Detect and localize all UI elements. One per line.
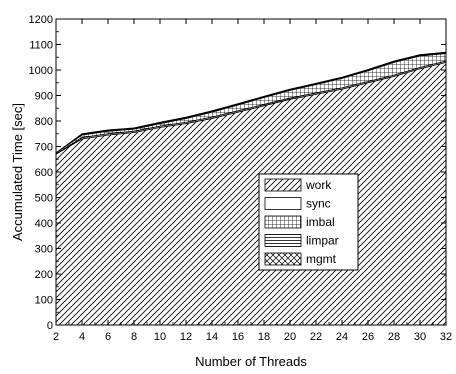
legend-label-work: work: [305, 178, 332, 192]
x-tick-label: 20: [284, 331, 296, 343]
legend-swatch-imbal: [264, 215, 302, 229]
y-tick-label: 1100: [29, 40, 53, 52]
x-tick-label: 32: [440, 331, 452, 343]
legend-label-mgmt: mgmt: [306, 252, 337, 266]
y-tick-label: 300: [35, 244, 53, 256]
area-layers: [56, 51, 446, 325]
x-tick-label: 22: [310, 331, 322, 343]
x-tick-label: 16: [232, 331, 244, 343]
y-tick-label: 700: [35, 142, 53, 154]
legend-swatch-work: [264, 178, 302, 192]
y-axis-title: Accumulated Time [sec]: [10, 103, 25, 241]
y-tick-label: 1200: [29, 14, 53, 26]
legend-swatch-sync: [264, 197, 302, 210]
legend-label-limpar: limpar: [306, 234, 339, 248]
x-tick-label: 14: [206, 331, 218, 343]
legend-label-sync: sync: [306, 197, 331, 211]
x-axis-title: Number of Threads: [195, 354, 307, 369]
legend-swatch-mgmt: [264, 252, 302, 266]
axes: [55, 18, 447, 326]
y-tick-label: 400: [35, 218, 53, 230]
x-tick-label: 18: [258, 331, 270, 343]
x-tick-label: 4: [79, 331, 85, 343]
area-mgmt: [56, 51, 446, 154]
x-tick-label: 12: [180, 331, 192, 343]
y-tick-label: 1000: [29, 65, 53, 77]
y-tick-label: 200: [35, 269, 53, 281]
x-tick-label: 28: [388, 331, 400, 343]
legend-swatch-limpar: [264, 234, 302, 247]
x-tick-label: 30: [414, 331, 426, 343]
legend-label-imbal: imbal: [306, 215, 335, 229]
y-tick-label: 600: [35, 167, 53, 179]
tick-labels: 2 4 6 8 10 12 14 16 18 20 22 24 26 28 30 32010020030040…: [29, 14, 453, 343]
x-tick-label: 6: [105, 331, 111, 343]
y-tick-label: 900: [35, 91, 53, 103]
x-tick-label: 8: [131, 331, 137, 343]
x-tick-label: 26: [362, 331, 374, 343]
y-tick-label: 100: [35, 295, 53, 307]
y-tick-label: 800: [35, 116, 53, 128]
x-tick-label: 10: [154, 331, 166, 343]
x-tick-label: 2: [53, 331, 59, 343]
y-tick-label: 500: [35, 193, 53, 205]
x-tick-label: 24: [336, 331, 348, 343]
legend: work sync imbal limpar mgmt: [258, 173, 359, 271]
y-tick-label: 0: [47, 320, 53, 332]
